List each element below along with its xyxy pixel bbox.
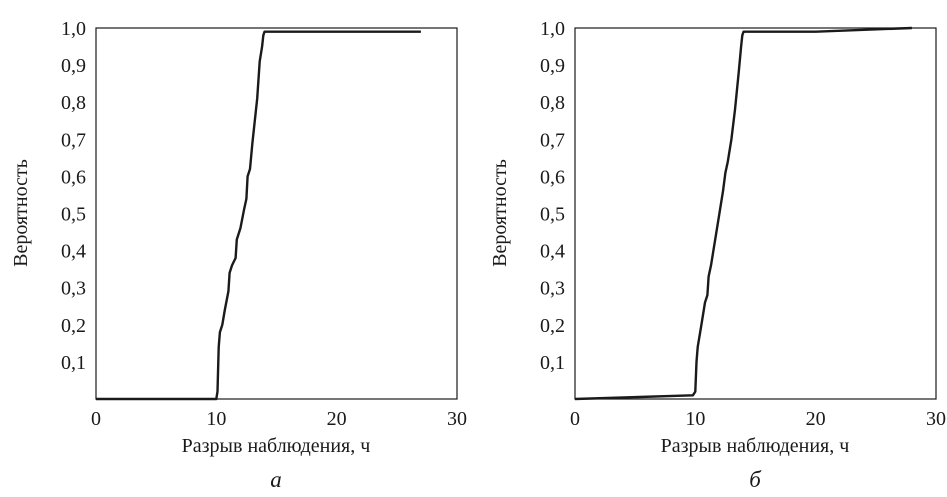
y-tick-label: 0,9 [61,55,86,77]
y-tick-label: 0,3 [61,278,86,300]
x-axis-label: Разрыв наблюдения, ч [661,435,850,457]
y-tick-label: 0,5 [61,204,86,226]
cdf-line [574,26,912,401]
y-tick-label: 0,3 [540,278,565,300]
y-tick-label: 0,7 [61,129,86,151]
x-tick-label: 0 [91,408,101,430]
panel-label: а [270,467,282,492]
cdf-line [96,30,421,401]
y-tick-label: 1,0 [540,18,565,40]
x-tick-labels: 0 10 20 30 [570,408,946,430]
chart-panel-b: 0 10 20 30 0,1 0,2 0,3 0,4 0,5 0,6 0,7 0,8 0,9 1,0 В… [489,18,946,492]
y-axis-label: Вероятность [489,159,511,267]
x-tick-label: 20 [327,408,347,430]
y-tick-label: 0,4 [61,241,86,263]
x-tick-label: 10 [206,408,226,430]
x-axis-label: Разрыв наблюдения, ч [182,435,371,457]
x-tick-label: 20 [806,408,826,430]
chart-panel-a: 0 10 20 30 0,1 0,2 0,3 0,4 0,5 0,6 0,7 0,8 0,9 1,0 В… [10,18,467,492]
plot-area-frame [574,27,937,400]
y-tick-label: 0,7 [540,129,565,151]
y-tick-label: 0,1 [540,352,565,374]
panel-label: б [749,467,762,492]
y-tick-label: 0,2 [61,315,86,337]
y-tick-labels: 0,1 0,2 0,3 0,4 0,5 0,6 0,7 0,8 0,9 1,0 [540,18,565,374]
x-tick-label: 10 [685,408,705,430]
y-tick-label: 1,0 [61,18,86,40]
y-tick-label: 0,8 [61,92,86,114]
y-tick-label: 0,8 [540,92,565,114]
y-tick-label: 0,1 [61,352,86,374]
x-tick-labels: 0 10 20 30 [91,408,467,430]
y-tick-label: 0,4 [540,241,565,263]
x-tick-label: 30 [926,408,946,430]
plot-area-frame [95,27,458,400]
x-tick-label: 0 [570,408,580,430]
x-tick-label: 30 [447,408,467,430]
y-axis-label: Вероятность [10,159,32,267]
y-tick-labels: 0,1 0,2 0,3 0,4 0,5 0,6 0,7 0,8 0,9 1,0 [61,18,86,374]
y-tick-label: 0,6 [61,166,86,188]
y-tick-label: 0,2 [540,315,565,337]
y-tick-label: 0,5 [540,204,565,226]
y-tick-label: 0,6 [540,166,565,188]
y-tick-label: 0,9 [540,55,565,77]
